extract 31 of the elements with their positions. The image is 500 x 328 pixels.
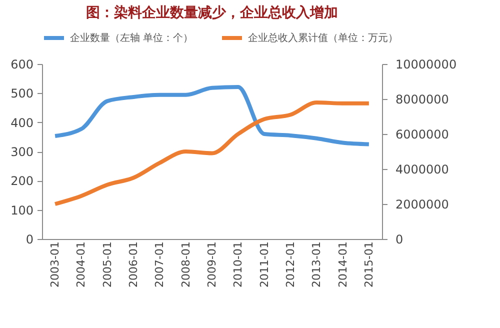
legend-label: 企业数量（左轴 单位：个） <box>70 32 194 44</box>
x-tick-label: 2005-01 <box>100 242 114 288</box>
line-series <box>53 85 371 146</box>
x-tick-label: 2009-01 <box>206 242 218 288</box>
x-tick-label: 2012-01 <box>284 242 297 288</box>
x-tick-label: 2015-01 <box>362 242 376 288</box>
y-tick-label: 600 <box>10 58 34 72</box>
x-tick-label: 2006-01 <box>127 242 140 288</box>
y-tick-label: 500 <box>10 86 34 101</box>
x-tick-label: 2008-01 <box>179 242 192 288</box>
y-tick-label: 300 <box>10 145 34 159</box>
y2-tick-label: 0 <box>396 232 404 246</box>
legend-label: 企业总收入累计值（单位：万元） <box>248 32 398 44</box>
line-series <box>53 100 371 206</box>
y-tick-label: 200 <box>10 174 34 188</box>
y-tick-label: 0 <box>26 232 34 246</box>
x-tick-label: 2013-01 <box>310 242 324 288</box>
x-tick-label: 2003-01 <box>48 242 62 288</box>
x-tick-label: 2010-01 <box>232 242 245 288</box>
y2-tick-label: 10000000 <box>396 58 457 72</box>
y-tick-label: 400 <box>10 116 34 130</box>
y2-tick-label: 8000000 <box>396 92 449 106</box>
x-tick-label: 2014-01 <box>336 242 350 288</box>
x-tick-label: 2007-01 <box>153 242 166 288</box>
y-tick-label: 100 <box>10 203 34 218</box>
y2-tick-label: 4000000 <box>396 162 449 176</box>
chart-title: 图：染料企业数量减少，企业总收入增加 <box>86 4 338 21</box>
y2-tick-label: 6000000 <box>396 128 449 142</box>
y2-tick-label: 2000000 <box>396 198 449 212</box>
x-tick-label: 2004-01 <box>74 242 88 288</box>
x-tick-label: 2011-01 <box>258 242 271 288</box>
